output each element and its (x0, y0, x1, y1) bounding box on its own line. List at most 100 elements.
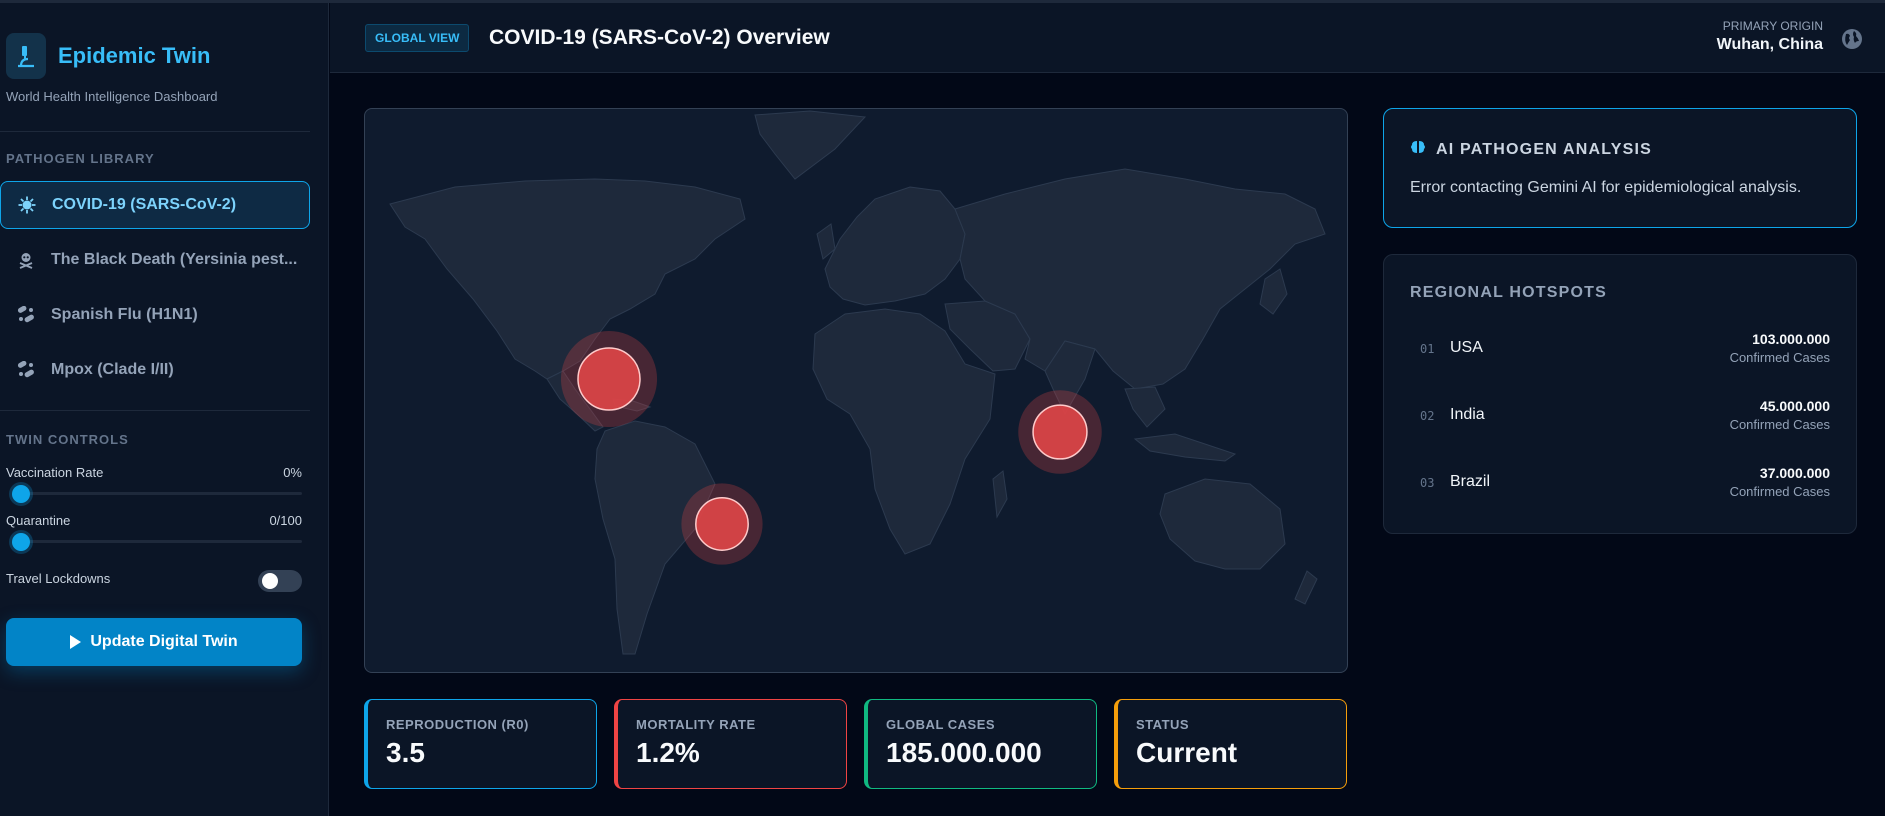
stat-label: GLOBAL CASES (886, 717, 996, 732)
stat-card-mortality: MORTALITY RATE 1.2% (614, 699, 847, 789)
madagascar (992, 470, 1008, 519)
pathogen-label: The Black Death (Yersinia pest... (51, 251, 298, 268)
hotspots-title: REGIONAL HOTSPOTS (1410, 284, 1608, 301)
hotspot-layer (560, 330, 1102, 565)
hotspot-row[interactable]: 02 India 45.000.000 Confirmed Cases (1410, 395, 1830, 445)
travel-lockdowns-label: Travel Lockdowns (6, 571, 111, 586)
hotspot-value: 45.000.000 (1759, 398, 1830, 414)
hotspot-name: Brazil (1450, 473, 1491, 490)
hotspot-marker-usa[interactable] (577, 347, 641, 411)
pathogen-item-covid[interactable]: COVID-19 (SARS-CoV-2) (0, 181, 310, 229)
central-america (546, 370, 604, 432)
travel-lockdowns-toggle[interactable] (258, 570, 302, 592)
hotspot-marker-brazil[interactable] (695, 497, 749, 551)
stat-value: 185.000.000 (886, 737, 1042, 768)
ai-panel-title: AI PATHOGEN ANALYSIS (1410, 139, 1652, 160)
world-map[interactable] (364, 108, 1348, 673)
vaccination-slider-thumb[interactable] (12, 485, 30, 503)
primary-origin-value: Wuhan, China (1716, 36, 1823, 53)
primary-origin-label: PRIMARY ORIGIN (1722, 19, 1823, 33)
brand: Epidemic Twin (6, 31, 210, 81)
australia (1159, 478, 1286, 570)
quarantine-slider-thumb[interactable] (12, 533, 30, 551)
stat-label: MORTALITY RATE (636, 717, 756, 732)
vaccination-value: 0% (283, 465, 302, 480)
vaccination-label: Vaccination Rate (6, 465, 104, 480)
virus-icon (17, 195, 37, 215)
stat-label: STATUS (1136, 717, 1190, 732)
brain-icon (1410, 139, 1426, 160)
skull-icon (16, 250, 36, 270)
vaccination-slider[interactable] (12, 485, 302, 503)
globe-icon (1841, 28, 1863, 55)
stat-card-reproduction: REPRODUCTION (R0) 3.5 (364, 699, 597, 789)
pathogen-label: Mpox (Clade I/II) (51, 361, 174, 378)
toggle-knob (262, 573, 278, 589)
vaccination-row: Vaccination Rate 0% (6, 465, 302, 480)
hotspot-sub: Confirmed Cases (1729, 484, 1830, 499)
pathogen-library-title: PATHOGEN LIBRARY (6, 151, 155, 166)
africa (812, 308, 996, 555)
stat-card-global-cases: GLOBAL CASES 185.000.000 (864, 699, 1097, 789)
update-button-label: Update Digital Twin (90, 633, 238, 650)
hotspot-value: 37.000.000 (1759, 465, 1830, 481)
pathogen-item-black-death[interactable]: The Black Death (Yersinia pest... (0, 236, 310, 284)
greenland (754, 110, 867, 180)
pathogen-item-spanish-flu[interactable]: Spanish Flu (H1N1) (0, 291, 310, 339)
hotspot-value: 103.000.000 (1752, 331, 1830, 347)
south-america (594, 420, 716, 655)
divider (0, 410, 310, 411)
india (1044, 340, 1096, 416)
app-title: Epidemic Twin (58, 43, 211, 68)
hotspot-name: India (1450, 406, 1485, 423)
app-subtitle: World Health Intelligence Dashboard (6, 89, 218, 104)
microscope-icon (6, 33, 46, 79)
bacteria-icon (16, 360, 36, 380)
indonesia (1133, 433, 1237, 462)
play-icon (70, 635, 82, 649)
update-digital-twin-button[interactable]: Update Digital Twin (6, 618, 302, 666)
page-title: COVID-19 (SARS-CoV-2) Overview (489, 26, 830, 49)
pathogen-item-mpox[interactable]: Mpox (Clade I/II) (0, 346, 310, 394)
hotspot-sub: Confirmed Cases (1729, 417, 1830, 432)
quarantine-value: 0/100 (269, 513, 302, 528)
global-view-badge: GLOBAL VIEW (365, 24, 470, 52)
hotspot-rank: 02 (1420, 409, 1435, 423)
quarantine-slider[interactable] (12, 533, 302, 551)
asia (954, 168, 1326, 390)
new-zealand (1294, 570, 1318, 605)
pathogen-label: COVID-19 (SARS-CoV-2) (52, 196, 237, 213)
travel-row: Travel Lockdowns (6, 571, 302, 586)
top-border (0, 0, 1885, 3)
hotspot-rank: 03 (1420, 476, 1435, 490)
stat-value: 1.2% (636, 737, 700, 768)
twin-controls-title: TWIN CONTROLS (6, 432, 129, 447)
quarantine-label: Quarantine (6, 513, 71, 528)
uk (816, 223, 836, 260)
north-america (389, 178, 746, 380)
ai-pathogen-analysis-panel: AI PATHOGEN ANALYSIS Error contacting Ge… (1383, 108, 1857, 228)
sidebar: Epidemic Twin World Health Intelligence … (0, 3, 329, 816)
header: GLOBAL VIEW COVID-19 (SARS-CoV-2) Overvi… (330, 3, 1885, 73)
bacteria-icon (16, 305, 36, 325)
ai-error-message: Error contacting Gemini AI for epidemiol… (1410, 179, 1802, 196)
southeast-asia (1124, 386, 1166, 428)
regional-hotspots-panel: REGIONAL HOTSPOTS 01 USA 103.000.000 Con… (1383, 254, 1857, 534)
hotspot-name: USA (1450, 339, 1483, 356)
world-map-svg (389, 110, 1326, 655)
quarantine-row: Quarantine 0/100 (6, 513, 302, 528)
hotspot-marker-india[interactable] (1032, 404, 1088, 460)
stat-label: REPRODUCTION (R0) (386, 717, 529, 732)
stat-card-status: STATUS Current (1114, 699, 1347, 789)
japan (1259, 268, 1288, 315)
divider (0, 131, 310, 132)
hotspot-sub: Confirmed Cases (1729, 350, 1830, 365)
hotspot-row[interactable]: 03 Brazil 37.000.000 Confirmed Cases (1410, 462, 1830, 512)
stat-value: 3.5 (386, 737, 425, 768)
hotspot-rank: 01 (1420, 342, 1435, 356)
pathogen-label: Spanish Flu (H1N1) (51, 306, 198, 323)
hotspot-row[interactable]: 01 USA 103.000.000 Confirmed Cases (1410, 328, 1830, 378)
stat-value: Current (1136, 737, 1238, 768)
ai-title-label: AI PATHOGEN ANALYSIS (1436, 140, 1653, 158)
europe (824, 186, 966, 306)
